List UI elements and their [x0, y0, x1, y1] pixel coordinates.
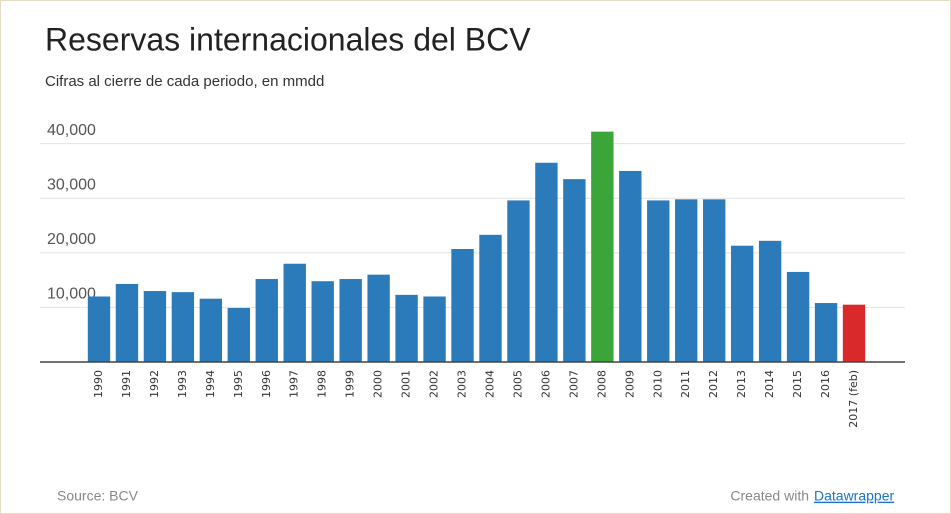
x-tick-label: 2012	[707, 370, 720, 398]
x-tick-label: 1991	[120, 370, 133, 398]
bar	[255, 279, 278, 362]
x-tick-label: 2002	[428, 370, 441, 398]
x-tick-label: 2005	[511, 370, 524, 398]
credit-link[interactable]: Datawrapper	[814, 488, 894, 504]
y-tick-label: 30,000	[47, 176, 96, 193]
x-tick-label: 2010	[651, 370, 664, 398]
x-tick-label: 2004	[483, 370, 496, 398]
bar	[451, 249, 474, 362]
x-tick-label: 1994	[204, 370, 217, 398]
credit: Created with	[730, 488, 809, 504]
bar	[171, 292, 195, 362]
x-tick-label: 1996	[260, 370, 273, 398]
bar	[647, 200, 670, 362]
bar	[730, 245, 754, 362]
chart-subtitle: Cifras al cierre de cada periodo, en mmd…	[45, 73, 324, 90]
x-tick-label: 2007	[567, 370, 580, 398]
bar	[143, 291, 167, 362]
bar	[814, 303, 838, 362]
x-tick-label: 2011	[679, 370, 692, 398]
x-tick-label: 1999	[344, 370, 357, 398]
bar	[786, 271, 810, 362]
x-tick-label: 2016	[819, 370, 832, 398]
bar	[563, 179, 586, 362]
source: Source: BCV	[57, 488, 139, 504]
x-tick-label: 2001	[400, 370, 413, 398]
bar	[87, 296, 111, 362]
y-tick-label: 40,000	[47, 122, 96, 139]
x-tick-label: 2008	[595, 370, 608, 398]
bar	[758, 240, 782, 362]
chart-title: Reservas internacionales del BCV	[45, 21, 531, 57]
x-tick-label: 2009	[623, 370, 636, 398]
bar	[227, 307, 250, 362]
bar	[199, 298, 223, 362]
x-tick-label: 2017 (feb)	[847, 370, 860, 428]
bar	[479, 234, 502, 362]
bar	[591, 131, 614, 362]
y-tick-label: 20,000	[47, 231, 96, 248]
bar	[367, 274, 390, 362]
bar	[703, 199, 726, 362]
bar	[619, 170, 642, 362]
x-tick-label: 1993	[176, 370, 189, 398]
bar	[535, 162, 558, 362]
x-tick-label: 1990	[92, 370, 105, 398]
x-tick-label: 2003	[456, 370, 469, 398]
x-tick-label: 2006	[539, 370, 552, 398]
bar	[311, 281, 334, 362]
bar	[339, 279, 362, 362]
x-tick-label: 1992	[148, 370, 161, 398]
x-tick-label: 2015	[791, 370, 804, 398]
x-tick-label: 2000	[372, 370, 385, 398]
x-tick-label: 2014	[763, 370, 776, 398]
bar	[115, 283, 139, 362]
bar	[507, 200, 530, 362]
x-tick-label: 1997	[288, 370, 301, 398]
x-tick-label: 1995	[232, 370, 245, 398]
bar	[423, 296, 446, 362]
x-tick-label: 1998	[316, 370, 329, 398]
x-tick-label: 2013	[735, 370, 748, 398]
bar	[675, 199, 698, 362]
y-tick-label: 10,000	[47, 286, 96, 303]
bar	[842, 304, 866, 362]
bar	[283, 263, 306, 362]
bar	[395, 294, 418, 362]
